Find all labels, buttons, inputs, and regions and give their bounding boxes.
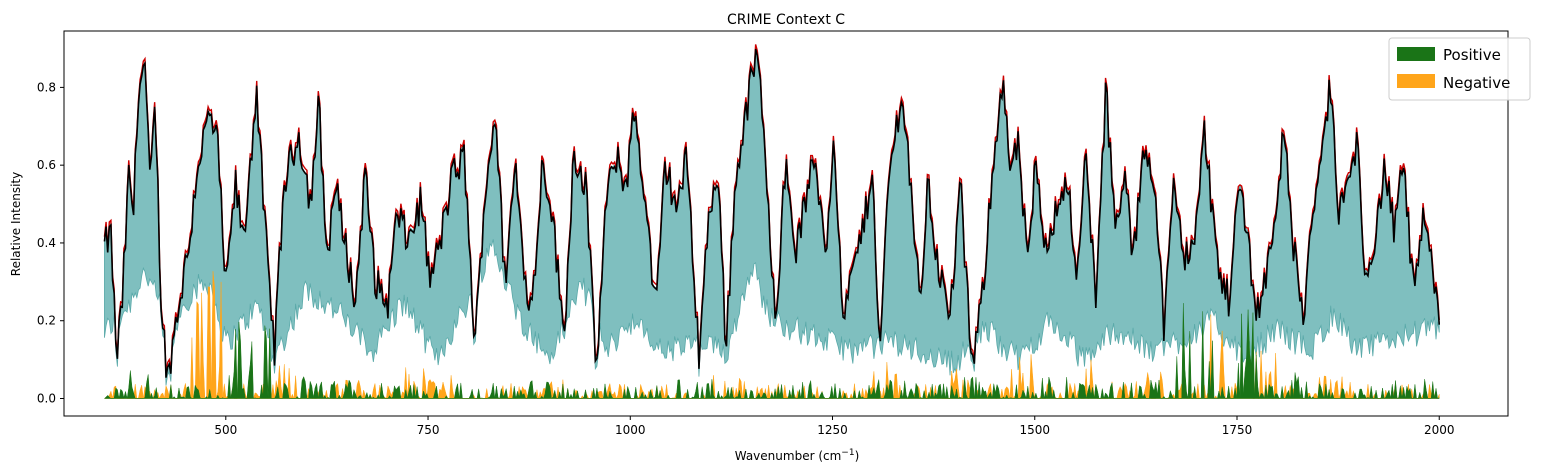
x-axis: 500 750 1000 1250 1500 1750 2000 <box>214 416 1455 437</box>
chart-title: CRIME Context C <box>727 12 845 28</box>
x-axis-label: Wavenumber (cm−1) <box>735 448 860 463</box>
y-tick-label: 0.2 <box>37 314 56 328</box>
positive-area <box>104 303 1440 400</box>
x-tick-label: 500 <box>214 423 237 437</box>
plot-frame <box>63 30 1509 417</box>
legend-swatch-positive <box>1397 47 1435 61</box>
y-tick-label: 0.6 <box>37 158 56 172</box>
plot-area <box>103 44 1441 400</box>
y-tick-label: 0.8 <box>37 80 56 94</box>
y-tick-label: 0.0 <box>37 392 56 406</box>
y-axis-label: Relative Intensity <box>9 172 23 276</box>
y-axis: 0.0 0.2 0.4 0.6 0.8 <box>37 80 64 406</box>
x-axis-label-text: Wavenumber (cm <box>735 449 842 463</box>
legend-swatch-negative <box>1397 74 1435 88</box>
x-tick-label: 1500 <box>1019 423 1050 437</box>
x-tick-label: 1250 <box>817 423 848 437</box>
positive-contributions <box>104 303 1440 400</box>
legend-label-negative: Negative <box>1443 74 1510 92</box>
x-tick-label: 750 <box>417 423 440 437</box>
legend: Positive Negative <box>1388 37 1531 101</box>
legend-label-positive: Positive <box>1443 46 1501 64</box>
y-tick-label: 0.4 <box>37 236 56 250</box>
x-axis-label-superscript: −1 <box>841 448 854 458</box>
x-tick-label: 2000 <box>1424 423 1455 437</box>
x-tick-label: 1000 <box>615 423 646 437</box>
x-tick-label: 1750 <box>1222 423 1253 437</box>
spectrum-lines <box>103 44 1441 378</box>
mean-spectrum-line <box>103 48 1441 378</box>
x-axis-label-close: ) <box>855 449 860 463</box>
